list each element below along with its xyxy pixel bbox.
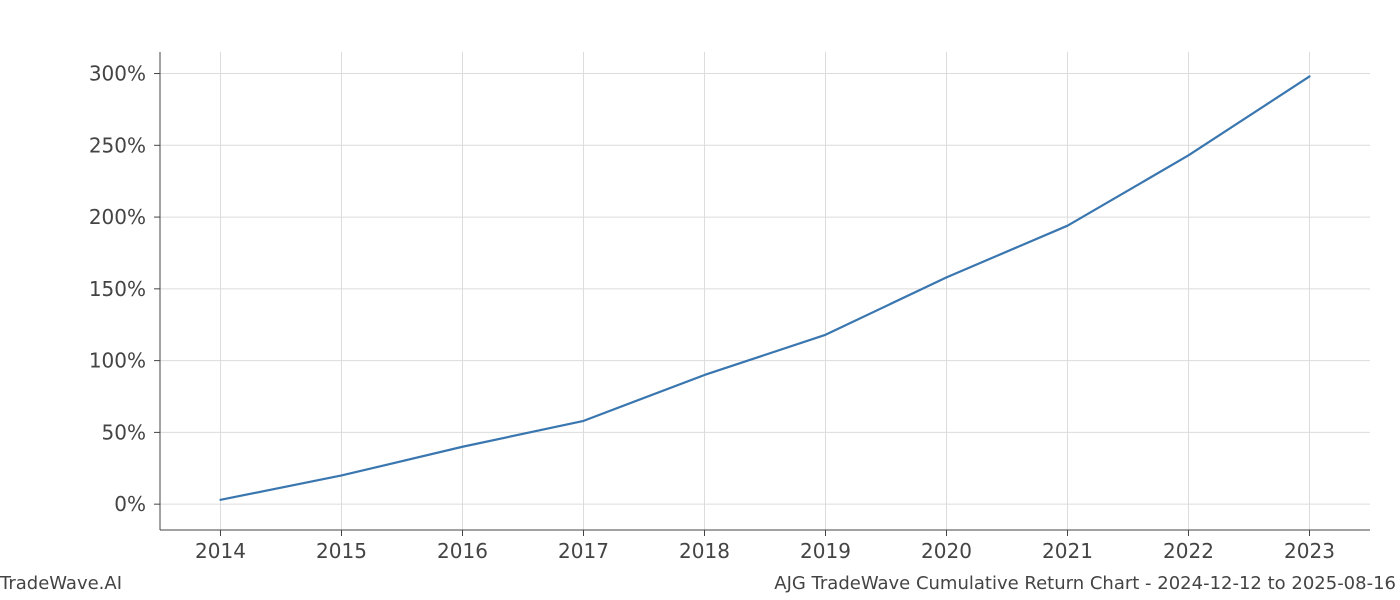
y-tick-label: 150% (89, 277, 146, 301)
data-series (221, 76, 1310, 499)
x-tick-label: 2021 (1042, 539, 1093, 563)
chart-container: { "chart": { "type": "line", "background… (0, 0, 1400, 600)
x-tick-label: 2014 (195, 539, 246, 563)
y-tick-label: 250% (89, 133, 146, 157)
x-tick-label: 2020 (921, 539, 972, 563)
line-chart: 2014 2015 2016 2017 2018 2019 2020 2021 2022 2023… (0, 0, 1400, 600)
x-tick-label: 2015 (316, 539, 367, 563)
footer-right-label: AJG TradeWave Cumulative Return Chart - … (774, 573, 1396, 594)
x-tick-label: 2023 (1284, 539, 1335, 563)
y-tick-label: 0% (114, 492, 146, 516)
x-tick-label: 2016 (437, 539, 488, 563)
footer-left-label: TradeWave.AI (0, 573, 122, 594)
x-tick-label: 2017 (558, 539, 609, 563)
y-tick-label: 300% (89, 62, 146, 86)
grid (160, 52, 1370, 530)
y-tick-label: 50% (102, 420, 146, 444)
y-tick-label: 200% (89, 205, 146, 229)
x-tick-label: 2022 (1163, 539, 1214, 563)
y-tick-label: 100% (89, 349, 146, 373)
series-line-cumulative-return (221, 76, 1310, 499)
x-axis-ticks: 2014 2015 2016 2017 2018 2019 2020 2021 2022 2023 (195, 530, 1335, 563)
x-tick-label: 2019 (800, 539, 851, 563)
y-axis-ticks: 0% 50% 100% 150% 200% 250% 300% (89, 62, 160, 517)
x-tick-label: 2018 (679, 539, 730, 563)
